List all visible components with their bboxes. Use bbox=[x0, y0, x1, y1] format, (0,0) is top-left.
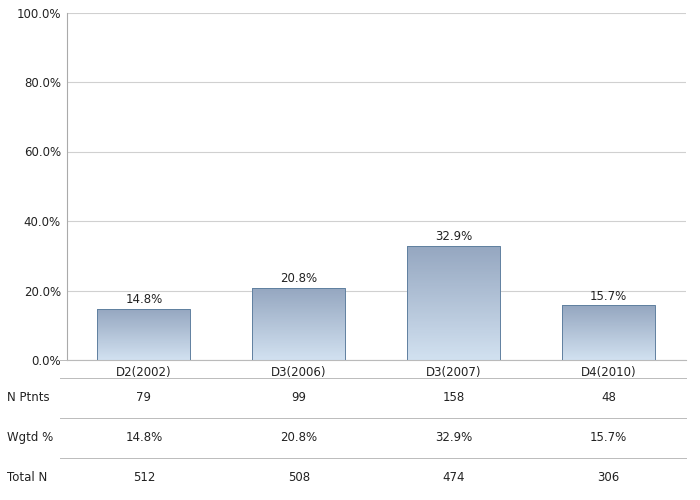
Text: 158: 158 bbox=[442, 391, 465, 404]
Text: 79: 79 bbox=[136, 391, 151, 404]
Text: 15.7%: 15.7% bbox=[590, 431, 627, 444]
Text: 20.8%: 20.8% bbox=[280, 431, 317, 444]
Text: 32.9%: 32.9% bbox=[435, 431, 472, 444]
Text: 32.9%: 32.9% bbox=[435, 230, 472, 243]
Text: 508: 508 bbox=[288, 471, 310, 484]
Text: 474: 474 bbox=[442, 471, 465, 484]
Text: 15.7%: 15.7% bbox=[590, 290, 627, 303]
Text: Wgtd %: Wgtd % bbox=[7, 431, 53, 444]
Text: 99: 99 bbox=[291, 391, 307, 404]
Text: 14.8%: 14.8% bbox=[125, 293, 162, 306]
Text: Total N: Total N bbox=[7, 471, 48, 484]
Text: 14.8%: 14.8% bbox=[125, 431, 162, 444]
Text: N Ptnts: N Ptnts bbox=[7, 391, 50, 404]
Text: 306: 306 bbox=[597, 471, 620, 484]
Text: 512: 512 bbox=[133, 471, 155, 484]
Text: 20.8%: 20.8% bbox=[280, 272, 317, 285]
Text: 48: 48 bbox=[601, 391, 616, 404]
